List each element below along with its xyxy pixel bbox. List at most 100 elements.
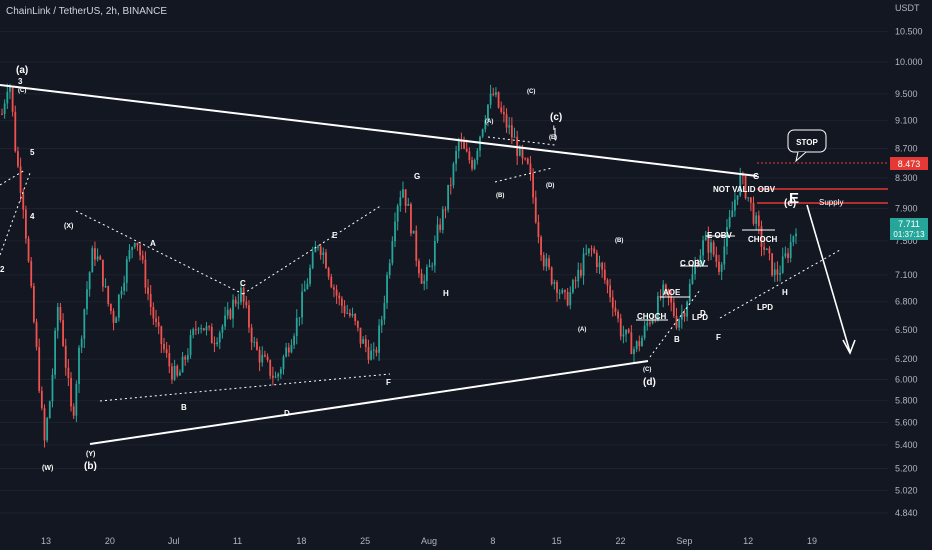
candle (359, 327, 362, 348)
candle (447, 184, 450, 213)
candle (152, 302, 155, 325)
time-axis[interactable]: 13 20 Jul 11 18 25 Aug 8 15 22 Sep 12 19 (0, 530, 888, 550)
candle (683, 309, 686, 322)
dotted-x-a[interactable] (75, 210, 244, 295)
candle (1, 108, 3, 116)
candle (91, 245, 94, 273)
candle (675, 307, 678, 330)
candle (420, 268, 423, 284)
candle (226, 302, 229, 320)
c-obv-label: C OBV (680, 259, 706, 268)
candle (54, 327, 57, 379)
candle (569, 286, 572, 310)
dotted-b-f[interactable] (99, 373, 391, 402)
wave-c-label: (c) (550, 112, 562, 123)
candle (11, 85, 14, 117)
candle (396, 203, 399, 231)
candle (473, 158, 476, 171)
candle (176, 364, 179, 378)
price-axis[interactable]: USDT 10.500 10.000 9.500 9.100 8.700 8.300 7.9… (888, 0, 932, 550)
candle (638, 335, 641, 352)
chart-title: ChainLink / TetherUS, 2h, BINANCE (6, 6, 167, 17)
candle (46, 416, 49, 443)
wave-3-label: 3 (18, 77, 23, 86)
candle (269, 359, 272, 380)
candle (776, 261, 779, 282)
wave-a-label: (a) (16, 65, 28, 76)
candle (558, 289, 561, 300)
price-tick: 9.500 (895, 89, 918, 99)
candle (102, 259, 104, 292)
candle (495, 87, 497, 98)
dotted-d-e[interactable] (649, 289, 701, 358)
triangle-lower-line[interactable] (89, 360, 649, 445)
candle (497, 91, 500, 109)
stop-callout[interactable]: STOP (787, 129, 827, 163)
candle (271, 366, 274, 386)
candle (792, 235, 795, 247)
candle (755, 212, 758, 231)
forecast-line[interactable] (806, 204, 851, 353)
candle (556, 280, 558, 302)
candle (213, 336, 216, 353)
candle (691, 265, 694, 285)
candle (614, 300, 617, 316)
candle (492, 87, 495, 97)
candle (657, 291, 659, 322)
candle (534, 190, 537, 224)
candle (625, 329, 627, 343)
drawings[interactable] (0, 84, 856, 445)
candle (205, 321, 208, 336)
wave-d-label: (d) (643, 377, 656, 388)
candle (391, 236, 394, 266)
letter-g-2: G (753, 172, 759, 181)
candle (112, 308, 115, 331)
candle (635, 340, 638, 353)
candle (362, 336, 365, 344)
time-tick: 12 (743, 536, 753, 546)
candle (229, 307, 232, 320)
wave-c-sub-label: (C) (18, 88, 26, 94)
price-tick: 5.200 (895, 463, 918, 473)
price-tick: 6.500 (895, 325, 918, 335)
candle (529, 156, 532, 181)
candle (128, 244, 131, 262)
current-price-label: 7.711 (898, 219, 920, 229)
candle (617, 309, 619, 323)
candle (96, 248, 99, 262)
candle (542, 252, 545, 271)
candle (577, 262, 580, 288)
candle (412, 230, 415, 234)
wave-c-d-label: (D) (546, 183, 554, 189)
candle (245, 296, 248, 309)
candle (38, 338, 41, 394)
time-tick: 11 (233, 536, 242, 546)
candle (348, 308, 351, 318)
candle (622, 325, 625, 344)
candle (643, 321, 646, 341)
candle (6, 83, 9, 110)
dotted-c-top[interactable] (487, 136, 556, 146)
candle (173, 359, 176, 382)
candle (335, 284, 338, 304)
candle (171, 362, 173, 384)
candle (444, 206, 447, 219)
candle (179, 369, 181, 376)
candle (221, 324, 224, 339)
price-tick: 5.600 (895, 417, 918, 427)
candle (51, 368, 54, 408)
candle (210, 323, 213, 344)
candle (452, 161, 455, 189)
candle (707, 226, 710, 261)
candle (380, 315, 383, 333)
candle (386, 271, 388, 309)
stop-label: STOP (796, 138, 818, 147)
price-axis-currency: USDT (895, 3, 920, 13)
candle (553, 279, 556, 290)
candle (184, 354, 187, 366)
candle (160, 325, 163, 354)
triangle-upper-line[interactable] (0, 84, 758, 177)
price-tick: 5.400 (895, 440, 918, 450)
candle (83, 308, 86, 349)
